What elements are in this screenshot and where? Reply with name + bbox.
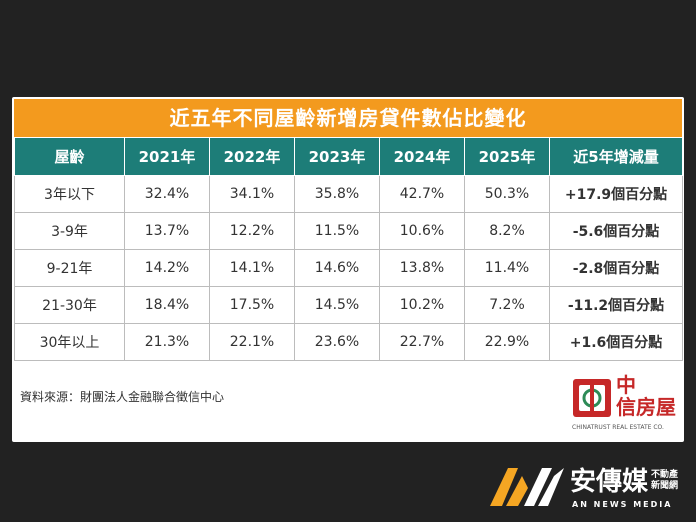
column-header-4: 2024年 [379, 137, 465, 176]
value-cell: 13.7% [124, 212, 210, 250]
value-cell: 17.5% [209, 286, 295, 324]
logo-text-line2: 信房屋 [616, 395, 676, 419]
row-label-cell: 3-9年 [14, 212, 125, 250]
table-row: 3-9年 13.7% 12.2% 11.5% 10.6% 8.2% -5.6個百分點 [14, 212, 683, 250]
value-cell: 22.7% [379, 323, 465, 361]
row-label-cell: 21-30年 [14, 286, 125, 324]
row-label-cell: 3年以下 [14, 175, 125, 213]
value-cell: 11.4% [464, 249, 550, 287]
column-header-2: 2022年 [209, 137, 295, 176]
value-cell: 50.3% [464, 175, 550, 213]
value-cell: 18.4% [124, 286, 210, 324]
value-cell: 12.2% [209, 212, 295, 250]
column-header-1: 2021年 [124, 137, 210, 176]
brand-english: AN NEWS MEDIA [572, 500, 673, 509]
value-cell: 32.4% [124, 175, 210, 213]
change-cell: -5.6個百分點 [549, 212, 683, 250]
column-header-0: 屋齡 [14, 137, 125, 176]
column-header-6: 近5年增減量 [549, 137, 683, 176]
chinatrust-logo-icon [573, 379, 611, 417]
an-logo-icon [490, 468, 564, 506]
value-cell: 14.5% [294, 286, 380, 324]
table-row: 3年以下 32.4% 34.1% 35.8% 42.7% 50.3% +17.9個百分點 [14, 175, 683, 213]
value-cell: 22.1% [209, 323, 295, 361]
value-cell: 42.7% [379, 175, 465, 213]
chinatrust-logo: 中 信房屋 CHINATRUST REAL ESTATE CO. [572, 372, 682, 438]
change-cell: -2.8個百分點 [549, 249, 683, 287]
value-cell: 14.6% [294, 249, 380, 287]
value-cell: 35.8% [294, 175, 380, 213]
table-row: 30年以上 21.3% 22.1% 23.6% 22.7% 22.9% +1.6個百分點 [14, 323, 683, 361]
change-cell: +17.9個百分點 [549, 175, 683, 213]
chart-title: 近五年不同屋齡新增房貸件數佔比變化 [14, 99, 682, 137]
value-cell: 14.1% [209, 249, 295, 287]
data-table: 屋齡 2021年 2022年 2023年 2024年 2025年 近5年增減量 3年以下 32… [14, 137, 683, 361]
value-cell: 13.8% [379, 249, 465, 287]
table-body: 3年以下 32.4% 34.1% 35.8% 42.7% 50.3% +17.9個百分點 3-… [14, 175, 683, 361]
table-card: 近五年不同屋齡新增房貸件數佔比變化 屋齡 2021年 2022年 2023年 2024年… [12, 97, 684, 442]
value-cell: 11.5% [294, 212, 380, 250]
table-row: 21-30年 18.4% 17.5% 14.5% 10.2% 7.2% -11.2個百分點 [14, 286, 683, 324]
logo-text-line1: 中 [616, 373, 636, 397]
value-cell: 21.3% [124, 323, 210, 361]
value-cell: 10.2% [379, 286, 465, 324]
value-cell: 8.2% [464, 212, 550, 250]
value-cell: 10.6% [379, 212, 465, 250]
value-cell: 23.6% [294, 323, 380, 361]
an-news-media-brand: 安傳媒 不動產新聞網 AN NEWS MEDIA [488, 462, 688, 512]
value-cell: 14.2% [124, 249, 210, 287]
table-header-row: 屋齡 2021年 2022年 2023年 2024年 2025年 近5年增減量 [14, 137, 683, 176]
change-cell: +1.6個百分點 [549, 323, 683, 361]
brand-name: 安傳媒 [570, 467, 649, 497]
value-cell: 7.2% [464, 286, 550, 324]
logo-english: CHINATRUST REAL ESTATE CO. [572, 424, 664, 431]
row-label-cell: 30年以上 [14, 323, 125, 361]
value-cell: 34.1% [209, 175, 295, 213]
table-row: 9-21年 14.2% 14.1% 14.6% 13.8% 11.4% -2.8個百分點 [14, 249, 683, 287]
column-header-5: 2025年 [464, 137, 550, 176]
brand-tagline: 不動產新聞網 [651, 470, 679, 491]
source-note: 資料來源：財團法人金融聯合徵信中心 [20, 390, 225, 404]
change-cell: -11.2個百分點 [549, 286, 683, 324]
row-label-cell: 9-21年 [14, 249, 125, 287]
column-header-3: 2023年 [294, 137, 380, 176]
value-cell: 22.9% [464, 323, 550, 361]
